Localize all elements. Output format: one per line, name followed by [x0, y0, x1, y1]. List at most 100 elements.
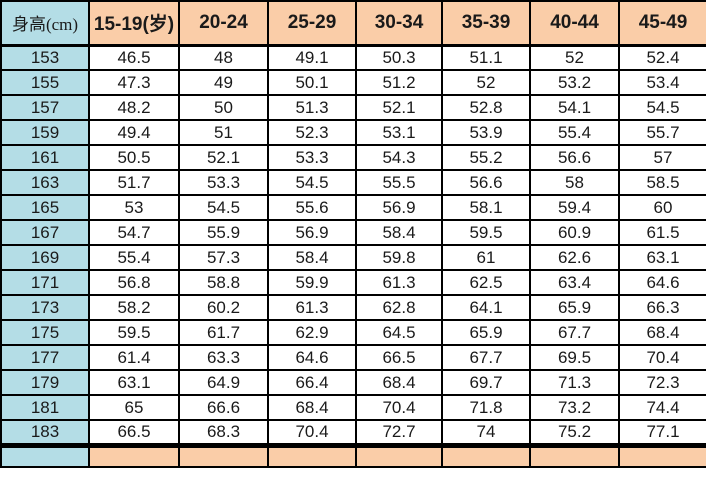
weight-value-cell: 52	[529, 44, 620, 71]
table-row: 171 56.8 58.8 59.9 61.3 62.5 63.4 64.6	[0, 269, 706, 296]
weight-value-cell: 54.1	[529, 94, 620, 121]
height-value-cell: 181	[0, 394, 90, 421]
weight-value-cell: 50.5	[88, 144, 180, 171]
weight-value-cell: 52.1	[355, 94, 443, 121]
table-row: 153 46.5 48 49.1 50.3 51.1 52 52.4	[0, 44, 706, 71]
weight-value-cell: 49.4	[88, 119, 180, 146]
age-group-column-header: 25-29	[267, 0, 357, 47]
age-group-column-header: 20-24	[178, 0, 269, 47]
weight-value-cell: 53	[88, 194, 180, 221]
age-group-column-header: 15-19(岁)	[88, 0, 180, 47]
weight-value-cell: 51	[178, 119, 269, 146]
weight-value-cell: 65	[88, 394, 180, 421]
weight-value-cell: 50	[178, 94, 269, 121]
table-row: 173 58.2 60.2 61.3 62.8 64.1 65.9 66.3	[0, 294, 706, 321]
height-value-cell: 163	[0, 169, 90, 196]
weight-value-cell: 70.4	[355, 394, 443, 421]
weight-value-cell: 63.4	[529, 269, 620, 296]
table-row: 169 55.4 57.3 58.4 59.8 61 62.6 63.1	[0, 244, 706, 271]
weight-value-cell: 54.3	[355, 144, 443, 171]
weight-value-cell: 61	[441, 244, 531, 271]
weight-value-cell: 68.4	[267, 394, 357, 421]
table-row: 167 54.7 55.9 56.9 58.4 59.5 60.9 61.5	[0, 219, 706, 246]
weight-value-cell: 53.1	[355, 119, 443, 146]
partial-age-header-cell	[178, 442, 269, 468]
weight-value-cell: 58.1	[441, 194, 531, 221]
height-value-cell: 167	[0, 219, 90, 246]
weight-value-cell: 58.2	[88, 294, 180, 321]
table-row: 163 51.7 53.3 54.5 55.5 56.6 58 58.5	[0, 169, 706, 196]
weight-value-cell: 68.3	[178, 419, 269, 446]
age-group-column-header: 45-49	[618, 0, 706, 47]
weight-value-cell: 61.4	[88, 344, 180, 371]
weight-value-cell: 63.1	[88, 369, 180, 396]
weight-value-cell: 50.1	[267, 69, 357, 96]
weight-value-cell: 55.6	[267, 194, 357, 221]
weight-value-cell: 74	[441, 419, 531, 446]
table-row: 181 65 66.6 68.4 70.4 71.8 73.2 74.4	[0, 394, 706, 421]
weight-value-cell: 51.3	[267, 94, 357, 121]
weight-value-cell: 51.7	[88, 169, 180, 196]
weight-value-cell: 70.4	[267, 419, 357, 446]
weight-value-cell: 49	[178, 69, 269, 96]
table-row: 155 47.3 49 50.1 51.2 52 53.2 53.4	[0, 69, 706, 96]
weight-value-cell: 60	[618, 194, 706, 221]
weight-value-cell: 72.7	[355, 419, 443, 446]
weight-value-cell: 64.5	[355, 319, 443, 346]
weight-value-cell: 64.6	[267, 344, 357, 371]
weight-value-cell: 61.5	[618, 219, 706, 246]
weight-value-cell: 60.9	[529, 219, 620, 246]
weight-value-cell: 50.3	[355, 44, 443, 71]
weight-value-cell: 65.9	[441, 319, 531, 346]
weight-value-cell: 61.3	[267, 294, 357, 321]
header-row: 身高(cm) 15-19(岁) 20-24 25-29 30-34 35-39 40-44 4…	[0, 0, 706, 47]
weight-value-cell: 56.9	[267, 219, 357, 246]
weight-value-cell: 58	[529, 169, 620, 196]
weight-value-cell: 55.7	[618, 119, 706, 146]
height-value-cell: 183	[0, 419, 90, 446]
weight-value-cell: 70.4	[618, 344, 706, 371]
weight-value-cell: 56.6	[529, 144, 620, 171]
weight-value-cell: 66.6	[178, 394, 269, 421]
table-row: 183 66.5 68.3 70.4 72.7 74 75.2 77.1	[0, 419, 706, 446]
weight-value-cell: 53.2	[529, 69, 620, 96]
weight-value-cell: 56.9	[355, 194, 443, 221]
weight-value-cell: 48	[178, 44, 269, 71]
weight-value-cell: 54.7	[88, 219, 180, 246]
weight-value-cell: 52	[441, 69, 531, 96]
weight-value-cell: 55.2	[441, 144, 531, 171]
weight-value-cell: 58.8	[178, 269, 269, 296]
weight-value-cell: 53.9	[441, 119, 531, 146]
height-value-cell: 161	[0, 144, 90, 171]
height-value-cell: 165	[0, 194, 90, 221]
weight-value-cell: 51.2	[355, 69, 443, 96]
weight-value-cell: 74.4	[618, 394, 706, 421]
weight-value-cell: 67.7	[441, 344, 531, 371]
height-column-header: 身高(cm)	[0, 0, 90, 47]
weight-value-cell: 66.4	[267, 369, 357, 396]
table-row: 179 63.1 64.9 66.4 68.4 69.7 71.3 72.3	[0, 369, 706, 396]
weight-value-cell: 68.4	[355, 369, 443, 396]
height-value-cell: 157	[0, 94, 90, 121]
weight-value-cell: 73.2	[529, 394, 620, 421]
weight-value-cell: 62.8	[355, 294, 443, 321]
height-value-cell: 173	[0, 294, 90, 321]
weight-value-cell: 53.4	[618, 69, 706, 96]
weight-value-cell: 66.5	[355, 344, 443, 371]
weight-value-cell: 66.5	[88, 419, 180, 446]
weight-value-cell: 64.1	[441, 294, 531, 321]
age-group-column-header: 40-44	[529, 0, 620, 47]
weight-value-cell: 54.5	[178, 194, 269, 221]
table-row: 175 59.5 61.7 62.9 64.5 65.9 67.7 68.4	[0, 319, 706, 346]
weight-value-cell: 68.4	[618, 319, 706, 346]
weight-value-cell: 69.5	[529, 344, 620, 371]
partial-age-header-cell	[529, 442, 620, 468]
partial-age-header-cell	[88, 442, 180, 468]
weight-value-cell: 69.7	[441, 369, 531, 396]
weight-value-cell: 72.3	[618, 369, 706, 396]
height-value-cell: 169	[0, 244, 90, 271]
weight-value-cell: 61.3	[355, 269, 443, 296]
weight-value-cell: 55.4	[88, 244, 180, 271]
weight-value-cell: 64.6	[618, 269, 706, 296]
